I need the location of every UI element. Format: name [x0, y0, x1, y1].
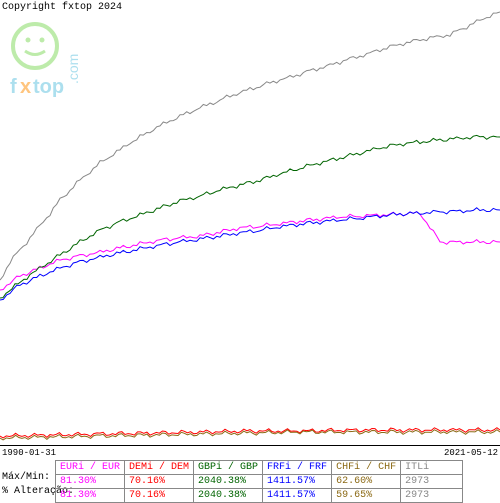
- cell-change: 2973: [401, 489, 463, 503]
- col-header: FRFi / FRF: [263, 461, 332, 475]
- col-header: GBPi / GBP: [194, 461, 263, 475]
- col-header: DEMi / DEM: [125, 461, 194, 475]
- series-gbpigbp: [0, 135, 500, 298]
- currency-data-table: EURi / EURDEMi / DEMGBPi / GBPFRFi / FRF…: [55, 460, 463, 503]
- line-chart: [0, 0, 500, 445]
- cell-change: 81.30%: [56, 489, 125, 503]
- series-itliitl: [0, 12, 500, 280]
- col-header: ITLi: [401, 461, 463, 475]
- cell-maxmin: 2040.38%: [194, 475, 263, 489]
- cell-maxmin: 81.30%: [56, 475, 125, 489]
- series-frfifrf: [0, 208, 500, 300]
- col-header: CHFi / CHF: [332, 461, 401, 475]
- cell-change: 2040.38%: [194, 489, 263, 503]
- cell-change: 70.16%: [125, 489, 194, 503]
- cell-maxmin: 1411.57%: [263, 475, 332, 489]
- cell-maxmin: 70.16%: [125, 475, 194, 489]
- cell-maxmin: 62.60%: [332, 475, 401, 489]
- x-axis: [0, 445, 500, 446]
- cell-maxmin: 2973: [401, 475, 463, 489]
- col-header: EURi / EUR: [56, 461, 125, 475]
- cell-change: 1411.57%: [263, 489, 332, 503]
- cell-change: 59.65%: [332, 489, 401, 503]
- series-eurieur: [0, 212, 500, 290]
- x-axis-start-label: 1990-01-31: [2, 448, 56, 458]
- row-label-maxmin: Máx/Min:: [2, 472, 50, 483]
- x-axis-end-label: 2021-05-12: [444, 448, 498, 458]
- series-chfichf: [0, 430, 500, 440]
